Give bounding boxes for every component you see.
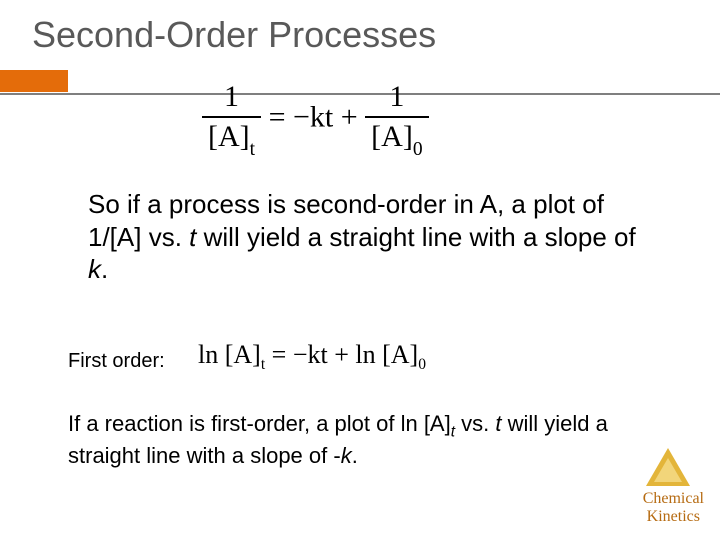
first-order-description: If a reaction is first-order, a plot of … [68, 410, 668, 469]
eq2-ln1: ln [198, 340, 225, 369]
frac1-den: [A]t [202, 118, 261, 159]
p1-t2: vs. [141, 222, 189, 252]
p1-t4: . [101, 254, 108, 284]
eq2-ln2: ln [355, 340, 382, 369]
p1-v1: 1/[A] [88, 222, 141, 252]
second-order-description: So if a process is second-order in A, a … [88, 188, 648, 286]
footer-label: Chemical Kinetics [643, 490, 704, 526]
p1-t3: will yield a straight line with a slope … [196, 222, 635, 252]
p2-t2: vs. [455, 411, 495, 436]
p2-t1: If a reaction is first-order, a plot of … [68, 411, 451, 436]
slide-container: { "title": "Second-Order Processes", "co… [0, 0, 720, 540]
fraction-1: 1 [A]t [202, 80, 261, 159]
first-order-label: First order: [68, 350, 165, 373]
p2-t4: . [352, 443, 358, 468]
footer-line2: Kinetics [643, 508, 704, 526]
p2-v3: k [341, 443, 352, 468]
p1-v3: k [88, 254, 101, 284]
frac2-den: [A]0 [365, 118, 428, 159]
footer-line1: Chemical [643, 490, 704, 508]
p1-t1: So if a process is second-order in A, a … [88, 189, 604, 219]
frac2-num: 1 [365, 80, 428, 118]
eq2-mid: = −kt + [265, 340, 355, 369]
slide-title: Second-Order Processes [32, 14, 436, 56]
eq2-a1: [A] [225, 340, 261, 369]
first-order-equation: ln [A]t = −kt + ln [A]0 [198, 340, 426, 374]
second-order-equation: 1 [A]t = −kt + 1 [A]0 [202, 80, 429, 159]
frac1-num: 1 [202, 80, 261, 118]
eq2-a2: [A] [382, 340, 418, 369]
eq2-sub2: 0 [418, 356, 426, 373]
eq1-mid: = −kt + [269, 100, 366, 133]
fraction-2: 1 [A]0 [365, 80, 428, 159]
triangle-inner-icon [654, 458, 682, 482]
